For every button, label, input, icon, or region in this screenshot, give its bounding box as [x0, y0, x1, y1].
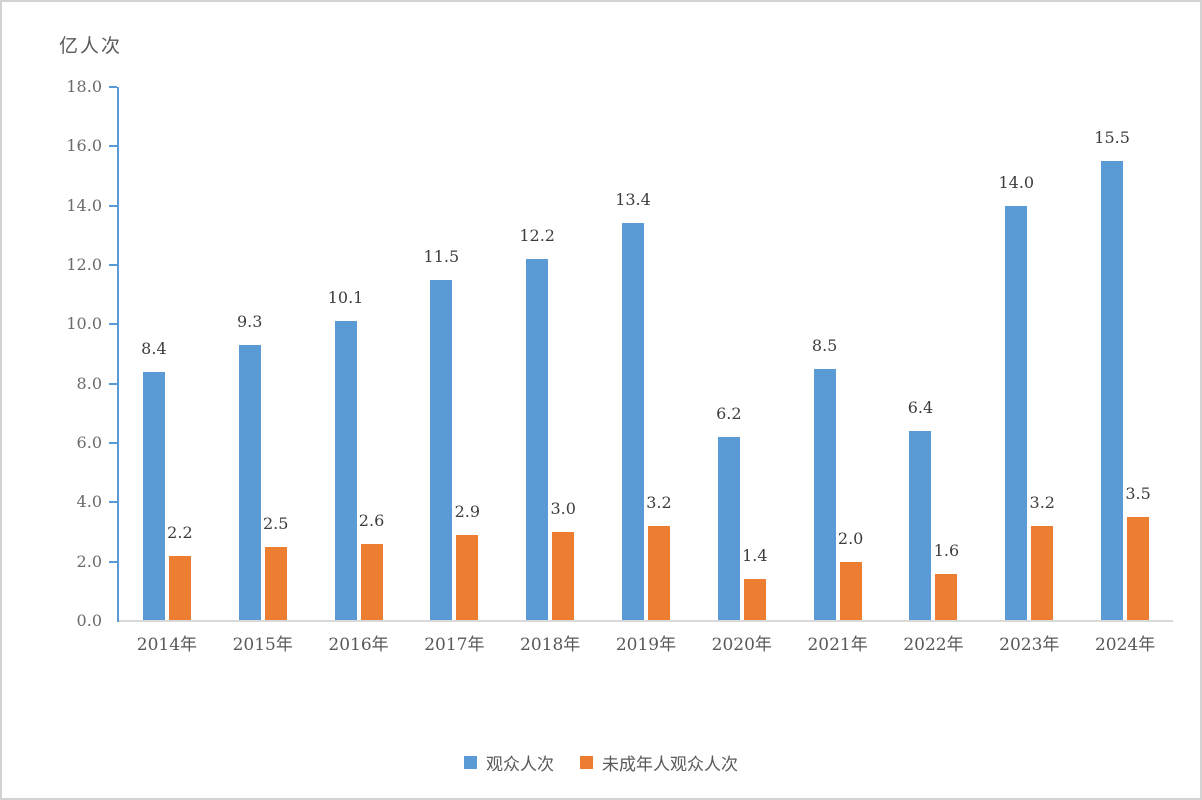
bar-未成年人观众人次 [264, 546, 287, 621]
bar-观众人次 [813, 368, 836, 621]
x-tick-label: 2019年 [615, 635, 677, 655]
data-label: 2.0 [837, 528, 864, 548]
data-label: 8.5 [811, 335, 838, 355]
y-axis-tick [109, 501, 117, 504]
legend-item-minor-visitors: 未成年人观众人次 [580, 750, 738, 775]
y-tick-label: 12.0 [66, 255, 102, 274]
legend-label-visitors: 观众人次 [486, 755, 554, 775]
y-axis-tick [109, 145, 117, 148]
x-tick-label: 2020年 [711, 635, 772, 655]
data-label: 12.2 [519, 226, 555, 246]
bar-观众人次 [1101, 161, 1124, 621]
legend-item-visitors: 观众人次 [464, 750, 554, 775]
y-tick-label: 0.0 [76, 611, 102, 630]
legend-swatch-orange-icon [580, 756, 593, 769]
data-label: 15.5 [1094, 128, 1130, 148]
data-label: 13.4 [615, 190, 651, 210]
data-label: 9.3 [236, 312, 263, 332]
x-tick-label: 2015年 [232, 635, 293, 655]
x-tick-label: 2018年 [520, 635, 581, 655]
bar-观众人次 [1005, 205, 1028, 621]
y-axis-title: 亿人次 [59, 35, 123, 57]
data-label: 6.4 [907, 398, 934, 418]
bar-观众人次 [909, 431, 932, 621]
bar-未成年人观众人次 [839, 561, 862, 621]
bar-未成年人观众人次 [935, 573, 958, 621]
y-tick-label: 16.0 [66, 136, 102, 156]
data-label: 6.2 [716, 404, 742, 424]
bar-未成年人观众人次 [168, 555, 191, 621]
x-tick-label: 2016年 [328, 635, 389, 655]
y-axis-tick [109, 382, 117, 385]
y-axis-tick [109, 442, 117, 444]
bar-观众人次 [526, 259, 549, 621]
data-label: 1.4 [742, 546, 768, 566]
data-label: 8.4 [141, 338, 167, 358]
y-axis-tick [109, 86, 117, 88]
y-axis-tick [109, 560, 117, 563]
y-tick-label: 14.0 [66, 195, 102, 215]
legend: 观众人次 未成年人观众人次 [2, 750, 1200, 775]
x-tick-label: 2022年 [903, 635, 964, 655]
data-label: 3.2 [1029, 493, 1055, 513]
bar-观众人次 [622, 223, 644, 621]
data-label: 3.0 [550, 499, 576, 518]
x-tick-label: 2017年 [424, 635, 485, 655]
y-tick-label: 18.0 [66, 77, 102, 96]
bar-未成年人观众人次 [552, 532, 575, 621]
x-tick-label: 2021年 [807, 635, 868, 655]
data-label: 14.0 [998, 172, 1035, 192]
bar-未成年人观众人次 [1031, 526, 1054, 621]
y-tick-label: 4.0 [76, 492, 102, 512]
bar-观众人次 [334, 321, 357, 621]
legend-label-minor-visitors: 未成年人观众人次 [602, 755, 738, 775]
bar-未成年人观众人次 [1127, 517, 1150, 621]
bar-观众人次 [142, 371, 165, 621]
y-axis-tick [109, 264, 117, 266]
x-axis-line [119, 620, 1173, 622]
y-tick-label: 2.0 [76, 551, 102, 571]
y-tick-label: 10.0 [66, 314, 102, 334]
x-tick-label: 2023年 [999, 635, 1060, 655]
y-axis-line [117, 87, 119, 622]
data-label: 2.2 [167, 522, 193, 542]
x-tick-label: 2024年 [1094, 635, 1156, 655]
bar-未成年人观众人次 [360, 543, 383, 621]
bar-观众人次 [430, 279, 453, 621]
bar-观众人次 [238, 345, 261, 621]
y-tick-label: 6.0 [76, 433, 102, 452]
legend-swatch-blue-icon [464, 756, 477, 769]
data-label: 3.5 [1125, 484, 1151, 504]
y-axis-tick [109, 323, 117, 326]
bar-观众人次 [717, 437, 740, 621]
bar-未成年人观众人次 [743, 579, 766, 621]
bar-未成年人观众人次 [648, 526, 670, 621]
data-label: 11.5 [423, 246, 460, 266]
data-label: 2.5 [262, 513, 289, 533]
bar-未成年人观众人次 [456, 534, 479, 621]
data-label: 2.9 [454, 501, 481, 521]
data-label: 2.6 [358, 510, 385, 530]
x-tick-label: 2014年 [136, 635, 198, 655]
y-tick-label: 8.0 [76, 373, 102, 393]
y-axis-tick [109, 204, 117, 207]
data-label: 1.6 [933, 540, 960, 560]
data-label: 3.2 [646, 493, 672, 513]
data-label: 10.1 [327, 288, 364, 308]
